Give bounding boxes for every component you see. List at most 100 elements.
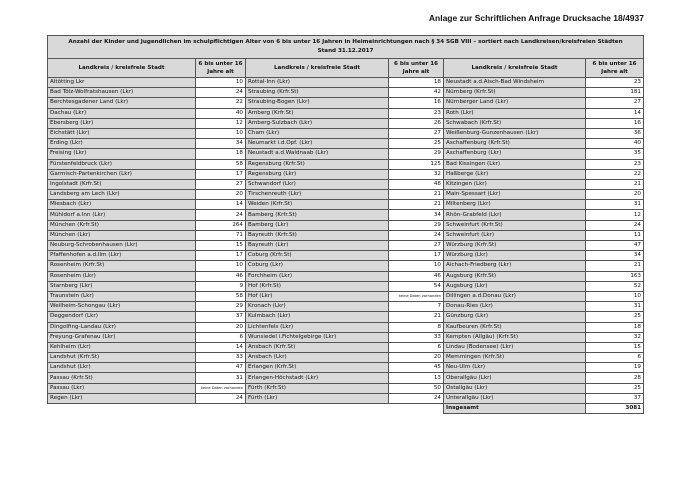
district-name: Aichach-Friedberg (Lkr) — [443, 260, 586, 272]
district-name: Nürnberg (Krfr.St) — [443, 87, 586, 99]
district-name: Neumarkt i.d.Opf. (Lkr) — [245, 138, 389, 150]
child-count: 13 — [388, 372, 444, 384]
column-header-value: 6 bis unter 16 Jahre alt — [195, 58, 246, 78]
district-name: Ansbach (Lkr) — [245, 352, 389, 364]
district-name: Augsburg (Lkr) — [443, 280, 586, 292]
child-count: 34 — [585, 250, 644, 262]
district-name: Eichstätt (Lkr) — [47, 127, 196, 140]
district-name: Würzburg (Krfr.St) — [443, 239, 586, 252]
district-name: Landsberg am Lech (Lkr) — [47, 189, 196, 201]
child-count: 18 — [585, 321, 644, 333]
child-count: 15 — [195, 239, 246, 252]
child-count: 40 — [195, 107, 246, 119]
district-name: Miesbach (Lkr) — [47, 199, 196, 211]
district-name: Erlangen (Krfr.St) — [245, 362, 389, 374]
district-name: Tirschenreuth (Lkr) — [245, 189, 389, 201]
total-row: Insgesamt 3081 — [47, 402, 644, 415]
district-name: München (Lkr) — [47, 229, 196, 242]
child-count: 45 — [388, 362, 444, 374]
child-count: 29 — [195, 301, 246, 313]
child-count: keine Daten vorhanden — [195, 382, 246, 394]
document-title: Anlage zur Schriftlichen Anfrage Drucksa… — [428, 13, 644, 23]
table-row: Starnberg (Lkr) 9 Hof (Krfr.St) 54 Augsburg … — [47, 280, 644, 292]
table-row: Miesbach (Lkr) 14 Weiden (Krfr.St) 21 Milten… — [47, 199, 644, 211]
district-name: Hof (Lkr) — [245, 290, 389, 303]
district-name: Fürth (Lkr) — [245, 392, 389, 405]
district-name: Ingolstadt (Krfr.St) — [47, 178, 196, 191]
empty-cell — [47, 403, 444, 414]
total-value: 3081 — [585, 402, 644, 415]
table-row: Neuburg-Schrobenhausen (Lkr) 15 Bayreuth (… — [47, 239, 644, 252]
district-name: Bayreuth (Lkr) — [245, 239, 389, 252]
caption-title: Anzahl der Kinder und Jugendlichen im sc… — [68, 39, 623, 45]
child-count: 16 — [585, 117, 644, 129]
district-name: Rosenheim (Krfr.St) — [47, 260, 196, 272]
district-name: Passau (Krfr.St) — [47, 372, 196, 384]
child-count: 11 — [585, 229, 644, 242]
district-name: Main-Spessart (Lkr) — [443, 189, 586, 201]
district-name: Freyung-Grafenau (Lkr) — [47, 331, 196, 343]
child-count: 58 — [195, 158, 246, 170]
table-row: Passau (Krfr.St) 31 Erlangen-Höchstadt (Lk… — [47, 372, 644, 384]
district-name: Straubing (Krfr.St) — [245, 87, 389, 99]
district-name: Kaufbeuren (Krfr.St) — [443, 321, 586, 333]
district-name: Bad Kissingen (Lkr) — [443, 158, 586, 170]
table-caption-row: Anzahl der Kinder und Jugendlichen im sc… — [47, 35, 644, 59]
child-count: 71 — [195, 229, 246, 242]
child-count: 20 — [585, 189, 644, 201]
child-count: 50 — [388, 382, 444, 394]
child-count: 46 — [388, 270, 444, 282]
district-name: Forchheim (Lkr) — [245, 270, 389, 282]
table-row: Bad Tölz-Wolfratshausen (Lkr) 24 Straubing… — [47, 87, 644, 99]
child-count: 33 — [195, 352, 246, 364]
district-name: Coburg (Lkr) — [245, 260, 389, 272]
table-row: München (Lkr) 71 Bayreuth (Krfr.St) 24 Schwe… — [47, 229, 644, 242]
column-header-name: Landkreis / kreisfreie Stadt — [245, 58, 389, 78]
district-name: Schweinfurt (Krfr.St) — [443, 219, 586, 231]
table-row: Dachau (Lkr) 40 Amberg (Krfr.St) 23 Roth (Lk… — [47, 107, 644, 119]
child-count: 25 — [585, 311, 644, 323]
district-name: Coburg (Krfr.St) — [245, 250, 389, 262]
child-count: 24 — [585, 219, 644, 231]
district-name: Kempten (Allgäu) (Krfr.St) — [443, 331, 586, 343]
district-name: Garmisch-Partenkirchen (Lkr) — [47, 168, 196, 180]
child-count: 7 — [388, 301, 444, 313]
total-label: Insgesamt — [443, 402, 586, 415]
district-name: Kitzingen (Lkr) — [443, 178, 586, 191]
child-count: 29 — [388, 219, 444, 231]
child-count: 27 — [585, 97, 644, 109]
child-count: 36 — [585, 127, 644, 140]
child-count: 31 — [195, 372, 246, 384]
child-count: 16 — [388, 97, 444, 109]
table-row: Passau (Lkr) keine Daten vorhanden Fürth (… — [47, 382, 644, 394]
table-row: Garmisch-Partenkirchen (Lkr) 17 Regensburg… — [47, 168, 644, 180]
child-count: 24 — [195, 87, 246, 99]
district-name: Rottal-Inn (Lkr) — [245, 76, 389, 89]
district-name: Schwandorf (Lkr) — [245, 178, 389, 191]
table-row: Traunstein (Lkr) 58 Hof (Lkr) keine Daten v… — [47, 290, 644, 303]
child-count: 21 — [585, 178, 644, 191]
child-count: 17 — [388, 250, 444, 262]
child-count: 23 — [388, 107, 444, 119]
child-count: keine Daten vorhanden — [388, 290, 444, 303]
district-name: Donau-Ries (Lkr) — [443, 301, 586, 313]
child-count: 14 — [585, 107, 644, 119]
table-row: Landshut (Lkr) 47 Erlangen (Krfr.St) 45 Neu-… — [47, 362, 644, 374]
child-count: 27 — [388, 239, 444, 252]
table-row: Kehlheim (Lkr) 14 Ansbach (Krfr.St) 6 Lindau… — [47, 341, 644, 354]
district-name: Fürstenfeldbruck (Lkr) — [47, 158, 196, 170]
child-count: 52 — [585, 280, 644, 292]
child-count: 25 — [388, 138, 444, 150]
child-count: 34 — [388, 209, 444, 221]
table-row: Weilheim-Schongau (Lkr) 29 Kronach (Lkr) 7 D… — [47, 301, 644, 313]
child-count: 22 — [195, 97, 246, 109]
child-count: 21 — [585, 260, 644, 272]
column-header-name: Landkreis / kreisfreie Stadt — [47, 58, 196, 78]
child-count: 21 — [388, 189, 444, 201]
child-count: 20 — [195, 321, 246, 333]
child-count: 24 — [388, 229, 444, 242]
child-count: 23 — [585, 158, 644, 170]
child-count: 163 — [585, 270, 644, 282]
district-name: Augsburg (Krfr.St) — [443, 270, 586, 282]
district-name: Neu-Ulm (Lkr) — [443, 362, 586, 374]
